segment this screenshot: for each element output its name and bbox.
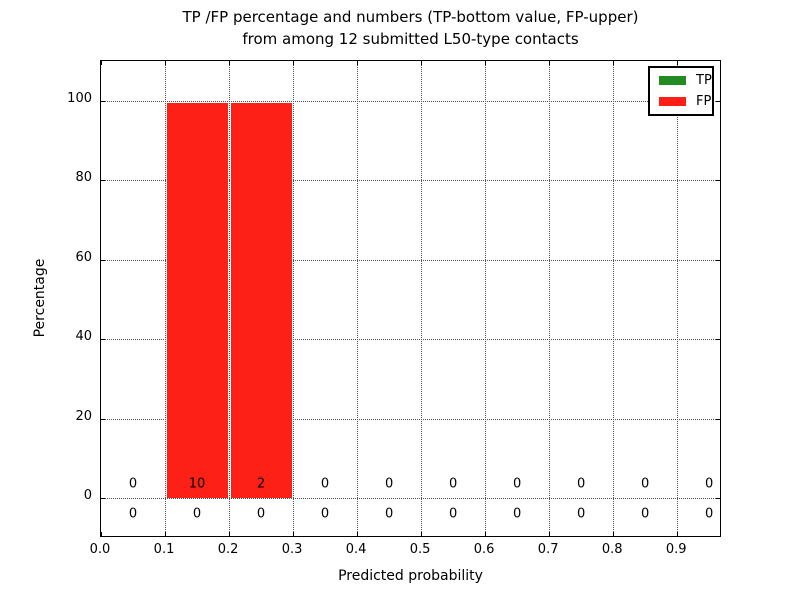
chart-title-line2: from among 12 submitted L50-type contact…: [242, 30, 579, 48]
x-tick-bottom: [677, 532, 679, 536]
y-tick-label: 0: [83, 488, 92, 504]
y-tick-right: [716, 339, 720, 341]
x-tick-top: [549, 61, 551, 65]
y-tick-left: [101, 339, 105, 341]
fp-count-label: 0: [384, 476, 394, 492]
x-tick-label: 0.3: [281, 542, 303, 557]
x-tick-label: 0.0: [89, 542, 111, 557]
y-tick-right: [716, 100, 720, 102]
legend-label-fp: FP: [696, 94, 712, 109]
x-tick-bottom: [293, 532, 295, 536]
x-tick-label: 0.1: [153, 542, 175, 557]
y-tick-label: 40: [75, 329, 92, 345]
legend-swatch-tp: [659, 76, 686, 85]
y-tick-left: [101, 180, 105, 182]
x-tick-label: 0.9: [665, 542, 687, 557]
y-tick-right: [716, 259, 720, 261]
x-tick-top: [165, 61, 167, 65]
y-gridline: [101, 100, 720, 102]
y-tick-label: 20: [75, 408, 92, 424]
x-tick-top: [613, 61, 615, 65]
x-tick-top: [485, 61, 487, 65]
y-tick-left: [101, 259, 105, 261]
y-gridline: [101, 339, 720, 341]
x-tick-bottom: [229, 532, 231, 536]
x-tick-top: [677, 61, 679, 65]
y-tick-label: 80: [75, 170, 92, 186]
fp-count-label: 0: [320, 476, 330, 492]
y-tick-right: [716, 418, 720, 420]
legend-item-tp: TP: [659, 74, 712, 87]
y-tick-left: [101, 498, 105, 500]
x-tick-bottom: [485, 532, 487, 536]
fp-count-label: 10: [188, 476, 206, 492]
bar-fp: [166, 102, 228, 499]
legend-swatch-fp: [659, 97, 686, 106]
legend-label-tp: TP: [696, 73, 712, 88]
x-tick-label: 0.5: [409, 542, 431, 557]
x-tick-top: [229, 61, 231, 65]
x-tick-bottom: [357, 532, 359, 536]
x-gridline: [421, 61, 423, 536]
x-axis-label: Predicted probability: [338, 568, 483, 584]
x-tick-top: [101, 61, 102, 65]
tp-count-label: 0: [448, 506, 458, 522]
fp-count-label: 0: [448, 476, 458, 492]
x-tick-label: 0.6: [473, 542, 495, 557]
chart-title-line1: TP /FP percentage and numbers (TP-bottom…: [182, 8, 639, 26]
x-gridline: [613, 61, 615, 536]
y-gridline: [101, 259, 720, 261]
y-tick-label: 100: [67, 90, 92, 106]
tp-count-label: 0: [192, 506, 202, 522]
tp-count-label: 0: [320, 506, 330, 522]
y-tick-label: 60: [75, 249, 92, 265]
fp-count-label: 2: [256, 476, 266, 492]
x-tick-label: 0.2: [217, 542, 239, 557]
x-tick-bottom: [549, 532, 551, 536]
x-gridline: [165, 61, 167, 536]
x-tick-label: 0.4: [345, 542, 367, 557]
x-tick-bottom: [421, 532, 423, 536]
x-tick-bottom: [613, 532, 615, 536]
tp-count-label: 0: [256, 506, 266, 522]
legend-item-fp: FP: [659, 95, 711, 108]
fp-count-label: 0: [577, 476, 586, 492]
x-tick-bottom: [165, 532, 167, 536]
fp-count-label: 0: [641, 476, 650, 492]
legend: TP FP: [648, 66, 714, 116]
y-gridline: [101, 180, 720, 182]
tp-count-label: 0: [128, 506, 138, 522]
tp-count-label: 0: [705, 506, 714, 522]
x-tick-top: [293, 61, 295, 65]
x-gridline: [293, 61, 295, 536]
tp-count-label: 0: [641, 506, 650, 522]
y-tick-left: [101, 418, 105, 420]
x-tick-top: [421, 61, 423, 65]
fp-count-label: 0: [128, 476, 138, 492]
x-gridline: [357, 61, 359, 536]
x-tick-top: [357, 61, 359, 65]
y-tick-right: [716, 498, 720, 500]
y-gridline: [101, 498, 720, 500]
x-tick-bottom: [101, 532, 102, 536]
fp-count-label: 0: [705, 476, 714, 492]
y-tick-right: [716, 180, 720, 182]
y-tick-left: [101, 100, 105, 102]
x-gridline: [229, 61, 231, 536]
x-tick-label: 0.7: [537, 542, 559, 557]
x-gridline: [549, 61, 551, 536]
chart-title: TP /FP percentage and numbers (TP-bottom…: [100, 6, 721, 50]
y-gridline: [101, 418, 720, 420]
tp-count-label: 0: [577, 506, 586, 522]
bar-fp: [230, 102, 292, 499]
tp-count-label: 0: [512, 506, 522, 522]
x-tick-label: 0.8: [601, 542, 623, 557]
tp-count-label: 0: [384, 506, 394, 522]
x-gridline: [677, 61, 679, 536]
y-axis-label: Percentage: [32, 258, 48, 338]
x-gridline: [485, 61, 487, 536]
plot-area: TP FP 0 0 0 0 0 0 0 0 0 0 0 10 2 0 0 0 0 0 0 0: [100, 60, 721, 537]
fp-count-label: 0: [512, 476, 522, 492]
